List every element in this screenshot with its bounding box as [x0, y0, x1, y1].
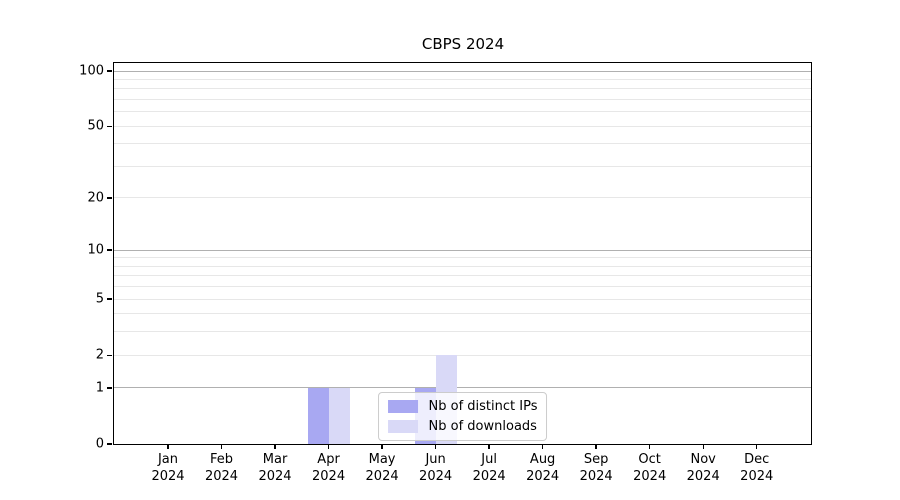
x-tick-label: Oct 2024 [633, 452, 667, 484]
gridline-minor-4 [114, 313, 811, 315]
y-tick-mark [107, 354, 112, 356]
x-tick-mark [488, 444, 490, 449]
x-tick-label: Nov 2024 [686, 452, 720, 484]
gridline-minor-80 [114, 88, 811, 90]
gridline-minor-3 [114, 331, 811, 333]
x-tick-label: May 2024 [365, 452, 399, 484]
gridline-major-100 [114, 70, 811, 72]
gridline-major-10 [114, 249, 811, 251]
y-tick-mark [107, 70, 112, 72]
x-tick-mark [274, 444, 276, 449]
gridline-minor-50 [114, 125, 811, 127]
gridline-minor-70 [114, 98, 811, 100]
x-tick-mark [167, 444, 169, 449]
y-tick-mark [107, 125, 112, 127]
x-tick-label: Feb 2024 [204, 452, 239, 484]
bar-nb-of-downloads-apr-2024 [328, 387, 350, 444]
x-tick-label: Mar 2024 [258, 452, 292, 484]
legend-swatch-distinct-ips [387, 400, 418, 413]
legend-entry-downloads: Nb of downloads [387, 419, 538, 434]
y-tick-label: 100 [79, 63, 104, 79]
y-tick-mark [107, 443, 112, 445]
gridline-minor-6 [114, 286, 811, 288]
x-tick-mark [434, 444, 437, 449]
x-tick-mark [756, 444, 758, 449]
gridline-minor-5 [114, 298, 811, 300]
gridline-major-1 [114, 387, 811, 389]
gridline-minor-90 [114, 78, 811, 80]
x-tick-mark [541, 444, 544, 449]
x-tick-label: Jun 2024 [419, 452, 453, 484]
y-tick-label: 50 [87, 118, 104, 134]
legend-label-downloads: Nb of downloads [428, 419, 537, 434]
chart-title: CBPS 2024 [421, 35, 505, 53]
y-tick-label: 10 [87, 242, 104, 258]
gridline-minor-8 [114, 265, 811, 267]
legend-label-distinct-ips: Nb of distinct IPs [428, 399, 538, 414]
gridline-minor-9 [114, 257, 811, 259]
x-tick-mark [648, 444, 651, 449]
plot-area: Dec 2024 Nov 2024 Oct 2024 Sep 2024 Aug 2024… [79, 62, 812, 484]
legend-swatch-downloads [387, 420, 418, 433]
y-tick-mark [107, 249, 112, 251]
bar-nb-of-distinct-ips-apr-2024 [307, 387, 329, 444]
x-tick-mark [595, 444, 597, 449]
y-tick-mark [107, 387, 112, 389]
x-tick-mark [381, 444, 383, 449]
gridline-minor-2 [114, 354, 811, 356]
y-tick-label: 1 [95, 380, 104, 396]
y-tick-label: 0 [95, 436, 104, 452]
x-tick-mark [327, 444, 330, 449]
x-tick-label: Apr 2024 [312, 452, 346, 484]
gridline-minor-40 [114, 143, 811, 145]
legend: Nb of distinct IPs Nb of downloads [377, 392, 548, 441]
x-tick-mark [220, 444, 223, 449]
y-tick-mark [107, 298, 112, 300]
x-tick-label: Aug 2024 [526, 452, 560, 484]
y-tick-mark [107, 197, 112, 199]
y-tick-label: 2 [95, 347, 104, 363]
x-tick-label: Jul 2024 [472, 452, 506, 484]
y-tick-label: 20 [87, 190, 104, 206]
x-tick-label: Jan 2024 [151, 452, 185, 484]
x-tick-label: Dec 2024 [740, 452, 774, 484]
x-tick-mark [702, 444, 704, 449]
x-tick-label: Sep 2024 [579, 452, 613, 484]
y-tick-label: 5 [95, 291, 104, 307]
gridline-minor-20 [114, 197, 811, 199]
gridline-minor-60 [114, 111, 811, 113]
gridline-minor-30 [114, 165, 811, 167]
gridline-minor-7 [114, 275, 811, 277]
legend-entry-distinct-ips: Nb of distinct IPs [387, 399, 538, 414]
